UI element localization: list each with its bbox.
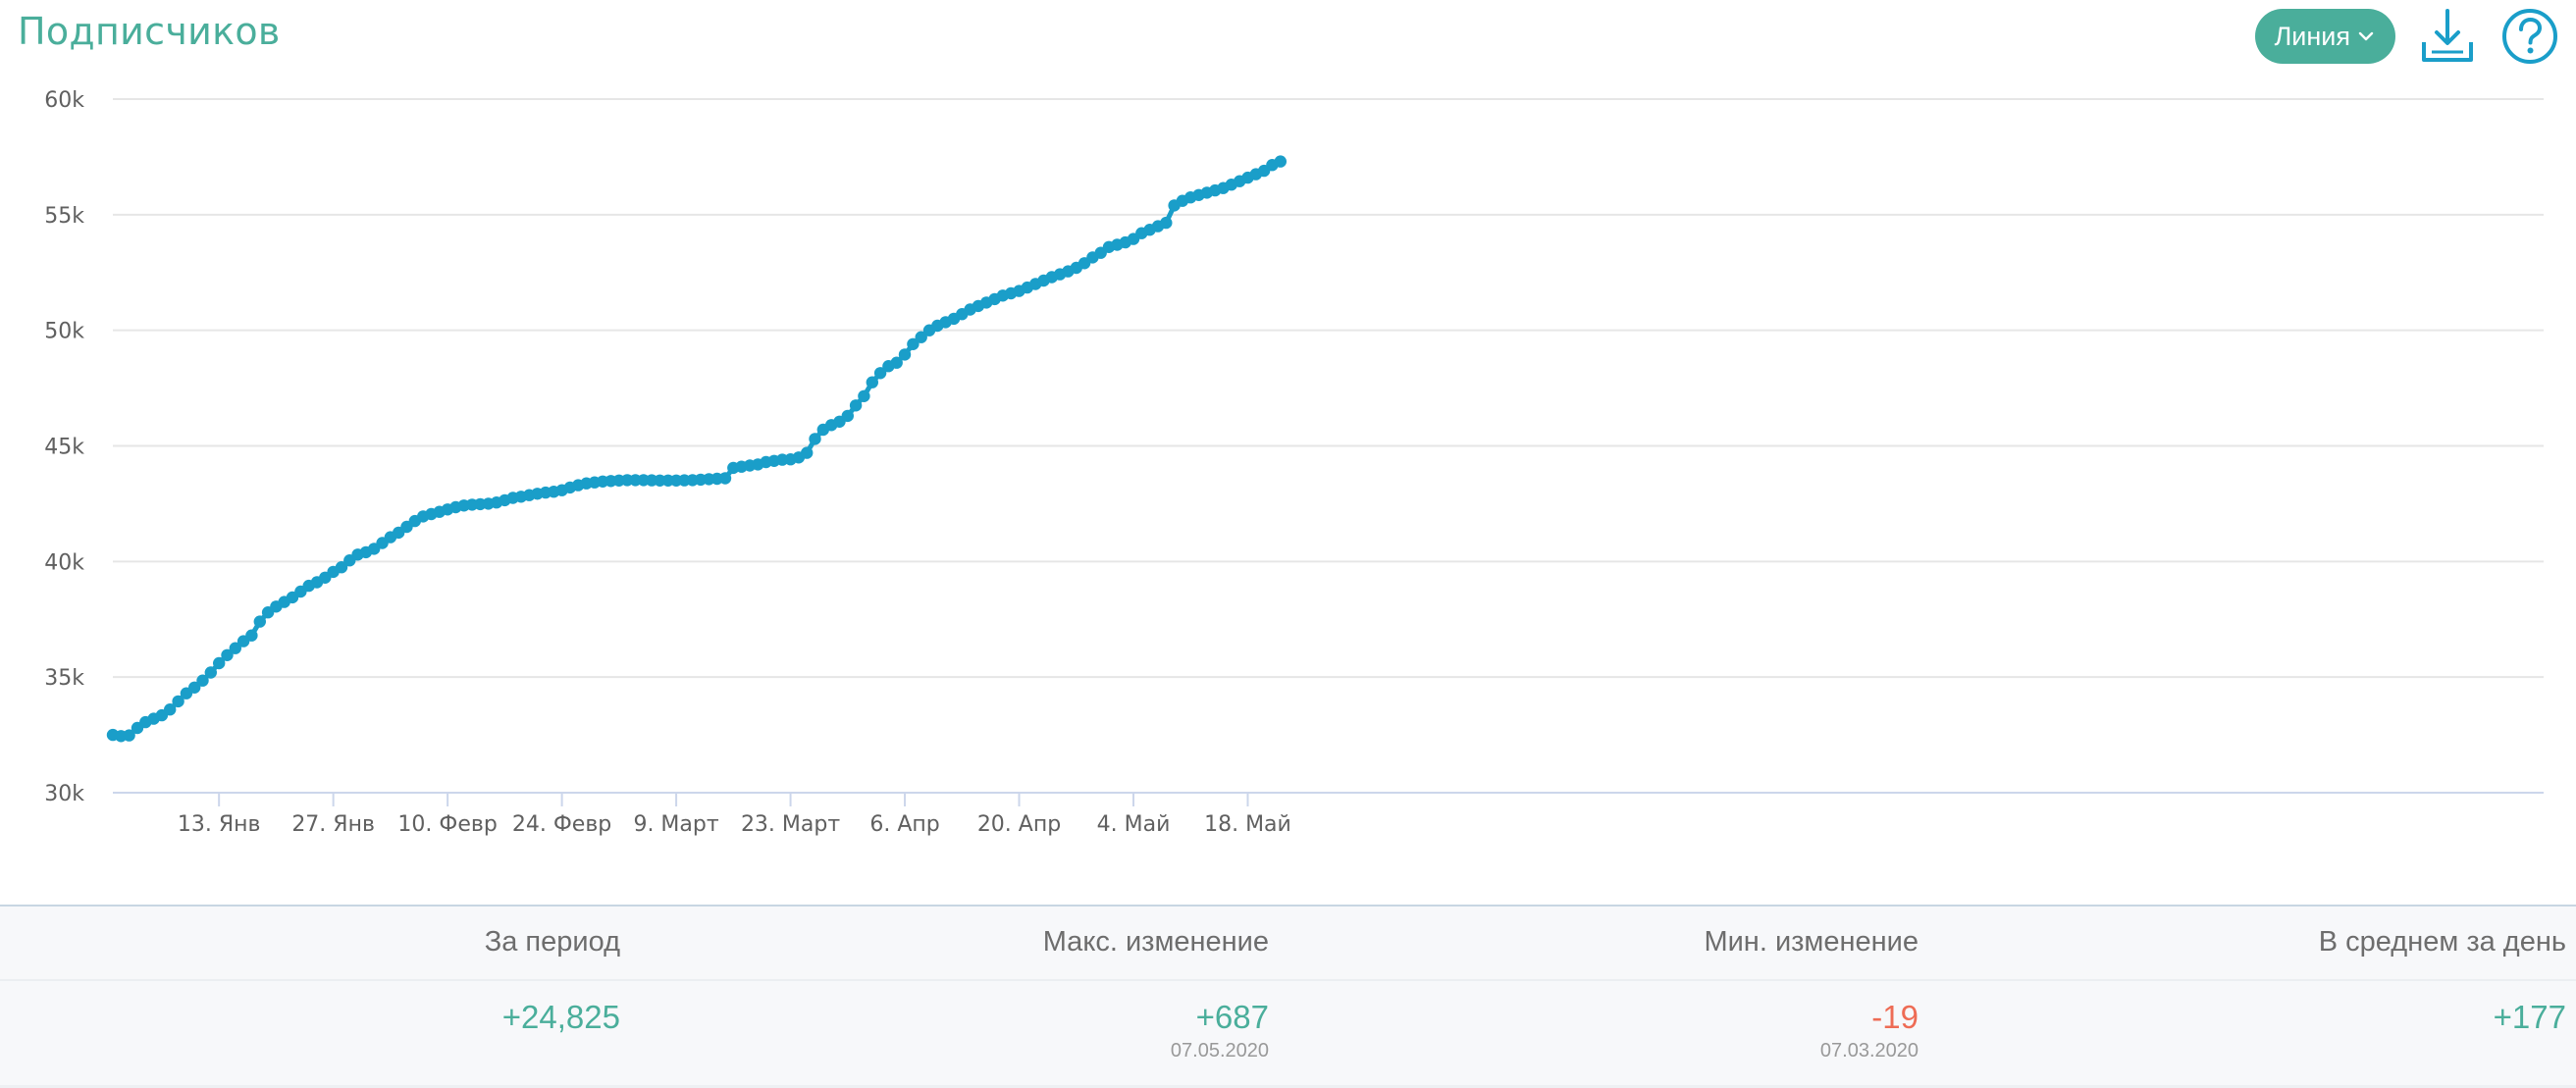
data-point	[172, 695, 184, 708]
help-button[interactable]	[2499, 6, 2560, 67]
y-tick-label: 50k	[44, 320, 84, 344]
data-point	[196, 674, 209, 687]
data-point	[718, 472, 732, 485]
data-point	[801, 446, 814, 459]
summary-header-row	[0, 907, 2576, 981]
data-point	[890, 356, 903, 369]
x-tick-label: 4. Май	[1097, 812, 1171, 837]
data-point	[898, 348, 912, 361]
data-point	[809, 433, 821, 445]
x-tick-label: 27. Янв	[291, 812, 375, 837]
summary-label-period: За период	[484, 926, 620, 958]
data-point	[164, 703, 177, 716]
summary-label-min-change: Мин. изменение	[1704, 926, 1919, 958]
x-tick-label: 9. Март	[633, 812, 718, 837]
data-point	[841, 409, 854, 423]
x-tick-label: 18. Май	[1204, 812, 1291, 837]
y-tick-label: 45k	[44, 436, 84, 460]
y-tick-label: 35k	[44, 666, 84, 691]
x-tick-label: 24. Февр	[512, 812, 611, 837]
y-tick-label: 30k	[44, 782, 84, 806]
page-title: Подписчиков	[18, 10, 281, 53]
series-points-layer	[106, 155, 1288, 743]
data-point	[907, 337, 920, 350]
chart-grid	[113, 98, 2544, 679]
data-point	[1160, 216, 1173, 230]
data-point	[335, 561, 348, 574]
y-tick-label: 40k	[44, 550, 84, 575]
chevron-down-icon	[2358, 31, 2374, 41]
x-axis: 13. Янв 27. Янв 10. Февр 24. Февр 9. Март 23.…	[113, 792, 2544, 837]
data-point	[253, 615, 266, 628]
help-icon	[2502, 9, 2557, 64]
summary-label-daily-average: В среднем за день	[2318, 926, 2566, 958]
summary-date-max-change: 07.05.2020	[1170, 1040, 1269, 1062]
data-point	[188, 681, 201, 694]
data-point	[204, 666, 217, 679]
data-point	[123, 729, 135, 742]
data-point	[245, 629, 258, 642]
y-axis-labels: 60k 55k 50k 45k 40k 35k 30k	[44, 88, 84, 806]
data-point	[858, 389, 870, 402]
download-icon	[2422, 9, 2473, 62]
chart-type-dropdown[interactable]: Линия	[2254, 9, 2395, 64]
x-tick-label: 6. Апр	[869, 812, 939, 837]
data-point	[221, 648, 234, 661]
summary-label-max-change: Макс. изменение	[1042, 926, 1269, 958]
summary-value-min-change: -19	[1871, 999, 1919, 1035]
chart-type-label: Линия	[2274, 21, 2350, 51]
data-point	[213, 656, 226, 670]
data-point	[915, 331, 927, 343]
subscribers-line-chart: 60k 55k 50k 45k 40k 35k 30k 13. Янв 27. Янв 10. …	[44, 88, 2544, 837]
summary-panel: За период +24,825 Макс. изменение +687 0…	[0, 905, 2576, 1088]
summary-value-period: +24,825	[501, 999, 620, 1035]
data-point	[229, 642, 241, 654]
x-tick-label: 13. Янв	[178, 812, 261, 837]
y-tick-label: 55k	[44, 204, 84, 229]
data-point	[1274, 155, 1288, 168]
chart-toolbar: Линия	[2254, 6, 2560, 67]
summary-value-max-change: +687	[1195, 999, 1269, 1035]
summary-date-min-change: 07.03.2020	[1819, 1040, 1919, 1062]
data-point	[849, 399, 863, 412]
x-tick-label: 23. Март	[741, 812, 840, 837]
summary-value-daily-average: +177	[2493, 999, 2566, 1035]
y-tick-label: 60k	[44, 88, 84, 113]
x-tick-label: 20. Апр	[977, 812, 1061, 837]
x-tick-label: 10. Февр	[397, 812, 497, 837]
download-button[interactable]	[2417, 6, 2478, 67]
data-point	[866, 376, 878, 389]
data-point	[873, 367, 887, 380]
